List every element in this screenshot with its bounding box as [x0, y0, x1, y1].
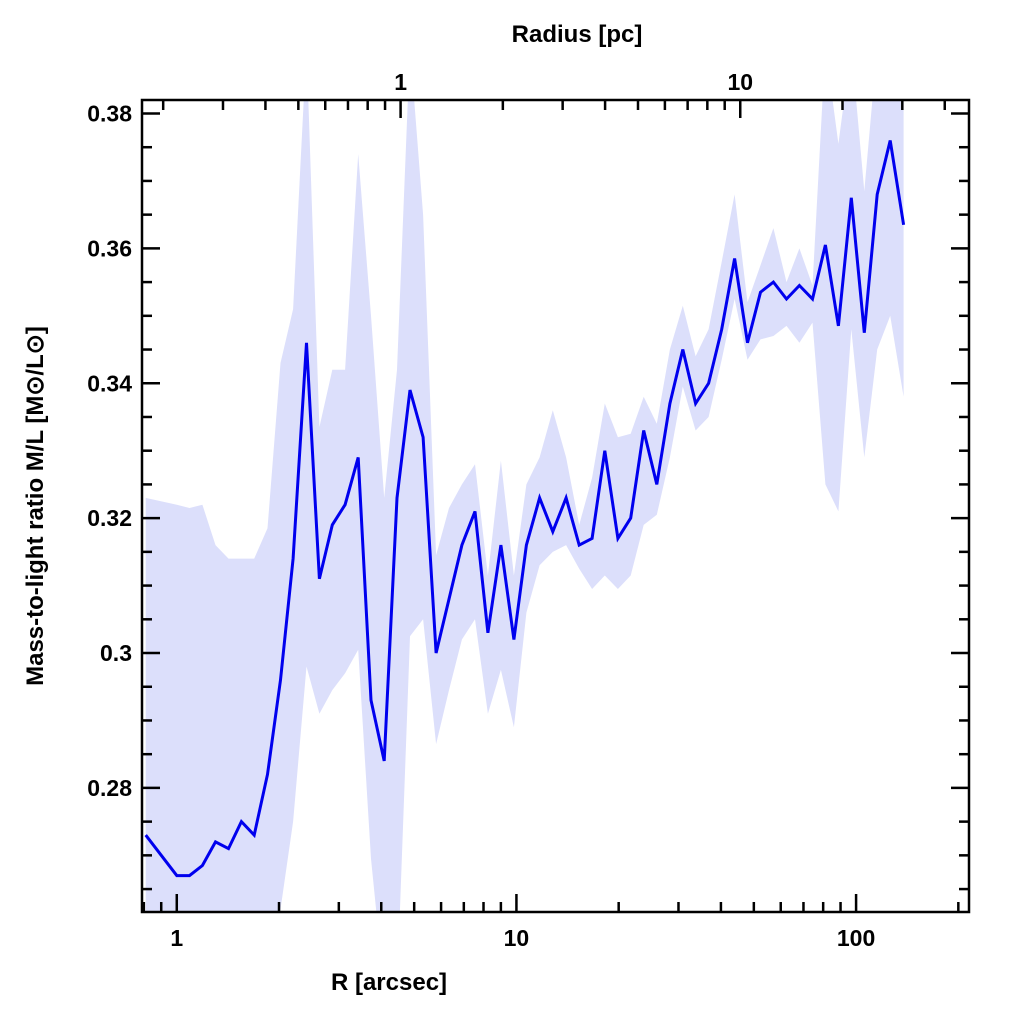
y-tick-label: 0.3: [100, 640, 132, 666]
top-axis-label: Radius [pc]: [512, 21, 643, 48]
x-tick-label: 1: [170, 925, 183, 951]
plot-area: [140, 98, 971, 914]
plot-frame: [140, 98, 971, 914]
y-tick-label: 0.36: [87, 235, 132, 261]
y-tick-label: 0.38: [87, 100, 132, 126]
y-tick-label: 0.28: [87, 775, 132, 801]
x2-tick-label: 10: [727, 69, 753, 95]
tick-labels: 1 10 100 1 10 0.28 0.3 0.32 0.34 0.36 0.38: [87, 69, 875, 951]
x-tick-label: 10: [504, 925, 530, 951]
y-tick-label: 0.32: [87, 505, 132, 531]
y-tick-label: 0.34: [87, 370, 132, 396]
x2-tick-label: 1: [394, 69, 407, 95]
x-tick-label: 100: [837, 925, 875, 951]
y-axis-label: Mass-to-light ratio M/L [M⊙/L⊙]: [22, 326, 49, 686]
ml-line: [144, 140, 906, 878]
axis-ticks: [142, 100, 969, 912]
uncertainty-band: [145, 100, 904, 912]
x-axis-label: R [arcsec]: [331, 969, 447, 996]
